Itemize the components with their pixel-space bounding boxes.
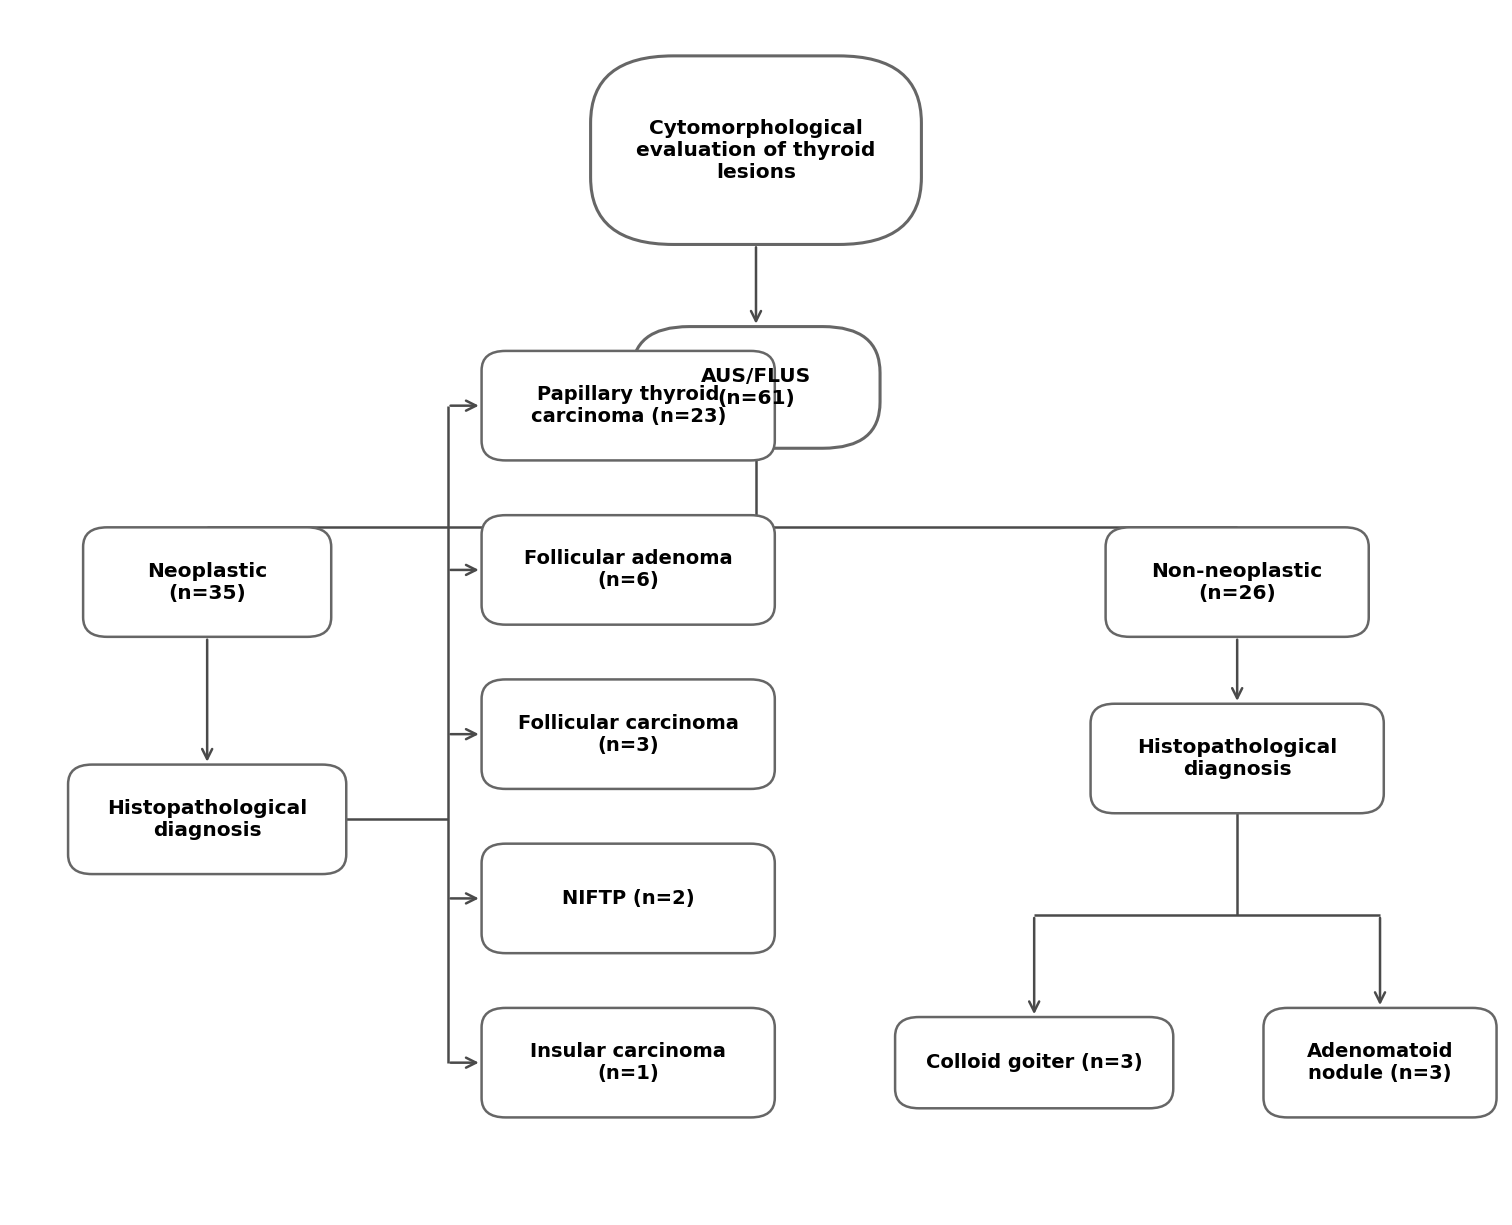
FancyBboxPatch shape bbox=[68, 764, 346, 875]
FancyBboxPatch shape bbox=[482, 350, 774, 461]
Text: Histopathological
diagnosis: Histopathological diagnosis bbox=[107, 799, 307, 840]
Text: Non-neoplastic
(n=26): Non-neoplastic (n=26) bbox=[1152, 561, 1323, 603]
FancyBboxPatch shape bbox=[482, 680, 774, 789]
FancyBboxPatch shape bbox=[482, 516, 774, 625]
FancyBboxPatch shape bbox=[1090, 703, 1383, 813]
FancyBboxPatch shape bbox=[83, 527, 331, 637]
FancyBboxPatch shape bbox=[895, 1017, 1173, 1109]
Text: Insular carcinoma
(n=1): Insular carcinoma (n=1) bbox=[531, 1042, 726, 1083]
FancyBboxPatch shape bbox=[482, 844, 774, 953]
Text: AUS/FLUS
(n=61): AUS/FLUS (n=61) bbox=[702, 368, 810, 408]
FancyBboxPatch shape bbox=[632, 327, 880, 448]
FancyBboxPatch shape bbox=[482, 1008, 774, 1117]
Text: Histopathological
diagnosis: Histopathological diagnosis bbox=[1137, 737, 1337, 779]
Text: Neoplastic
(n=35): Neoplastic (n=35) bbox=[147, 561, 268, 603]
Text: Cytomorphological
evaluation of thyroid
lesions: Cytomorphological evaluation of thyroid … bbox=[637, 119, 875, 181]
Text: Colloid goiter (n=3): Colloid goiter (n=3) bbox=[925, 1054, 1143, 1072]
Text: Follicular adenoma
(n=6): Follicular adenoma (n=6) bbox=[523, 550, 732, 590]
Text: Adenomatoid
nodule (n=3): Adenomatoid nodule (n=3) bbox=[1306, 1042, 1453, 1083]
Text: Follicular carcinoma
(n=3): Follicular carcinoma (n=3) bbox=[517, 714, 739, 755]
FancyBboxPatch shape bbox=[591, 56, 921, 245]
FancyBboxPatch shape bbox=[1105, 527, 1368, 637]
Text: NIFTP (n=2): NIFTP (n=2) bbox=[562, 889, 694, 908]
Text: Papillary thyroid
carcinoma (n=23): Papillary thyroid carcinoma (n=23) bbox=[531, 385, 726, 426]
FancyBboxPatch shape bbox=[1264, 1008, 1497, 1117]
